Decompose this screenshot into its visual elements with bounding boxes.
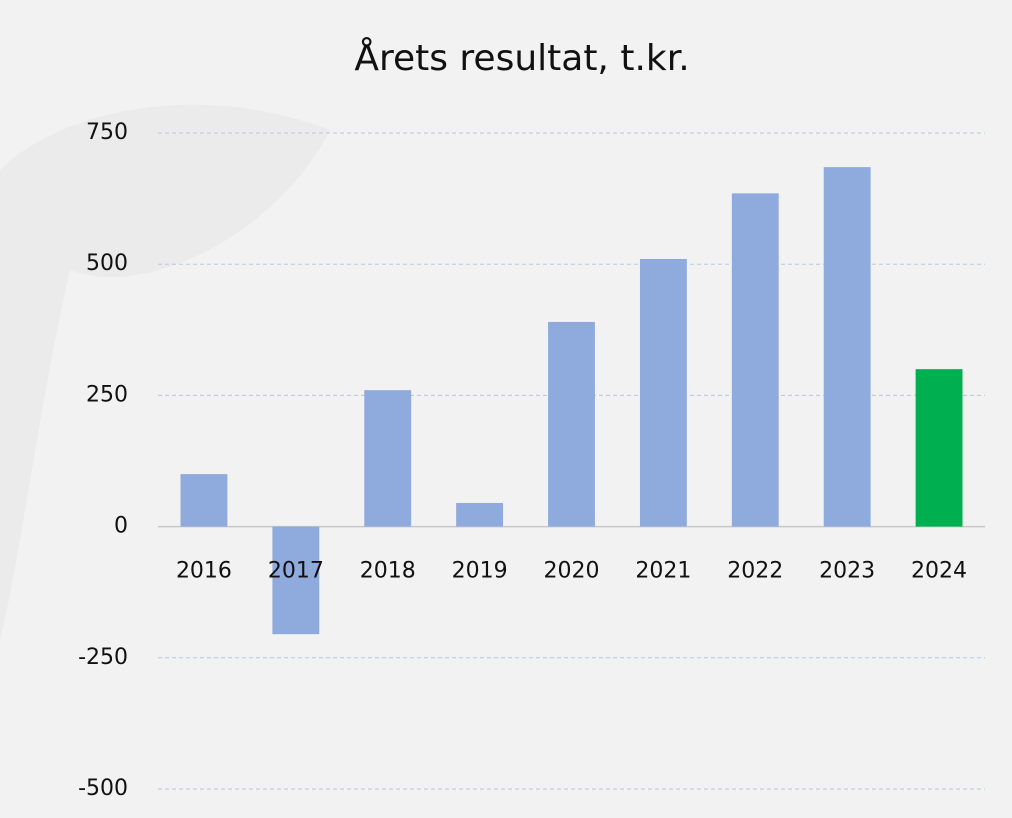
bar [456, 502, 504, 527]
bar [272, 526, 320, 635]
bar [180, 474, 228, 527]
y-tick-label: 0 [114, 514, 128, 539]
x-tick-label: 2023 [819, 559, 875, 584]
x-tick-label: 2024 [911, 559, 967, 584]
leaf-decoration [0, 104, 330, 641]
bar [823, 167, 871, 527]
x-tick-label: 2022 [727, 559, 783, 584]
bar [639, 258, 687, 527]
bar [548, 321, 595, 527]
x-tick-label: 2017 [268, 559, 324, 584]
x-tick-label: 2018 [360, 559, 416, 584]
bar [915, 369, 963, 527]
bar [364, 390, 412, 527]
x-tick-label: 2021 [635, 559, 691, 584]
y-tick-label: 750 [86, 120, 128, 145]
y-tick-label: -250 [78, 645, 128, 670]
x-tick-label: 2020 [544, 559, 600, 584]
chart-title: Årets resultat, t.kr. [354, 36, 689, 79]
bar [731, 193, 779, 527]
y-tick-label: 250 [86, 382, 128, 407]
x-tick-label: 2016 [176, 559, 232, 584]
x-tick-label: 2019 [452, 559, 508, 584]
y-tick-label: -500 [78, 776, 128, 801]
y-tick-label: 500 [86, 251, 128, 276]
